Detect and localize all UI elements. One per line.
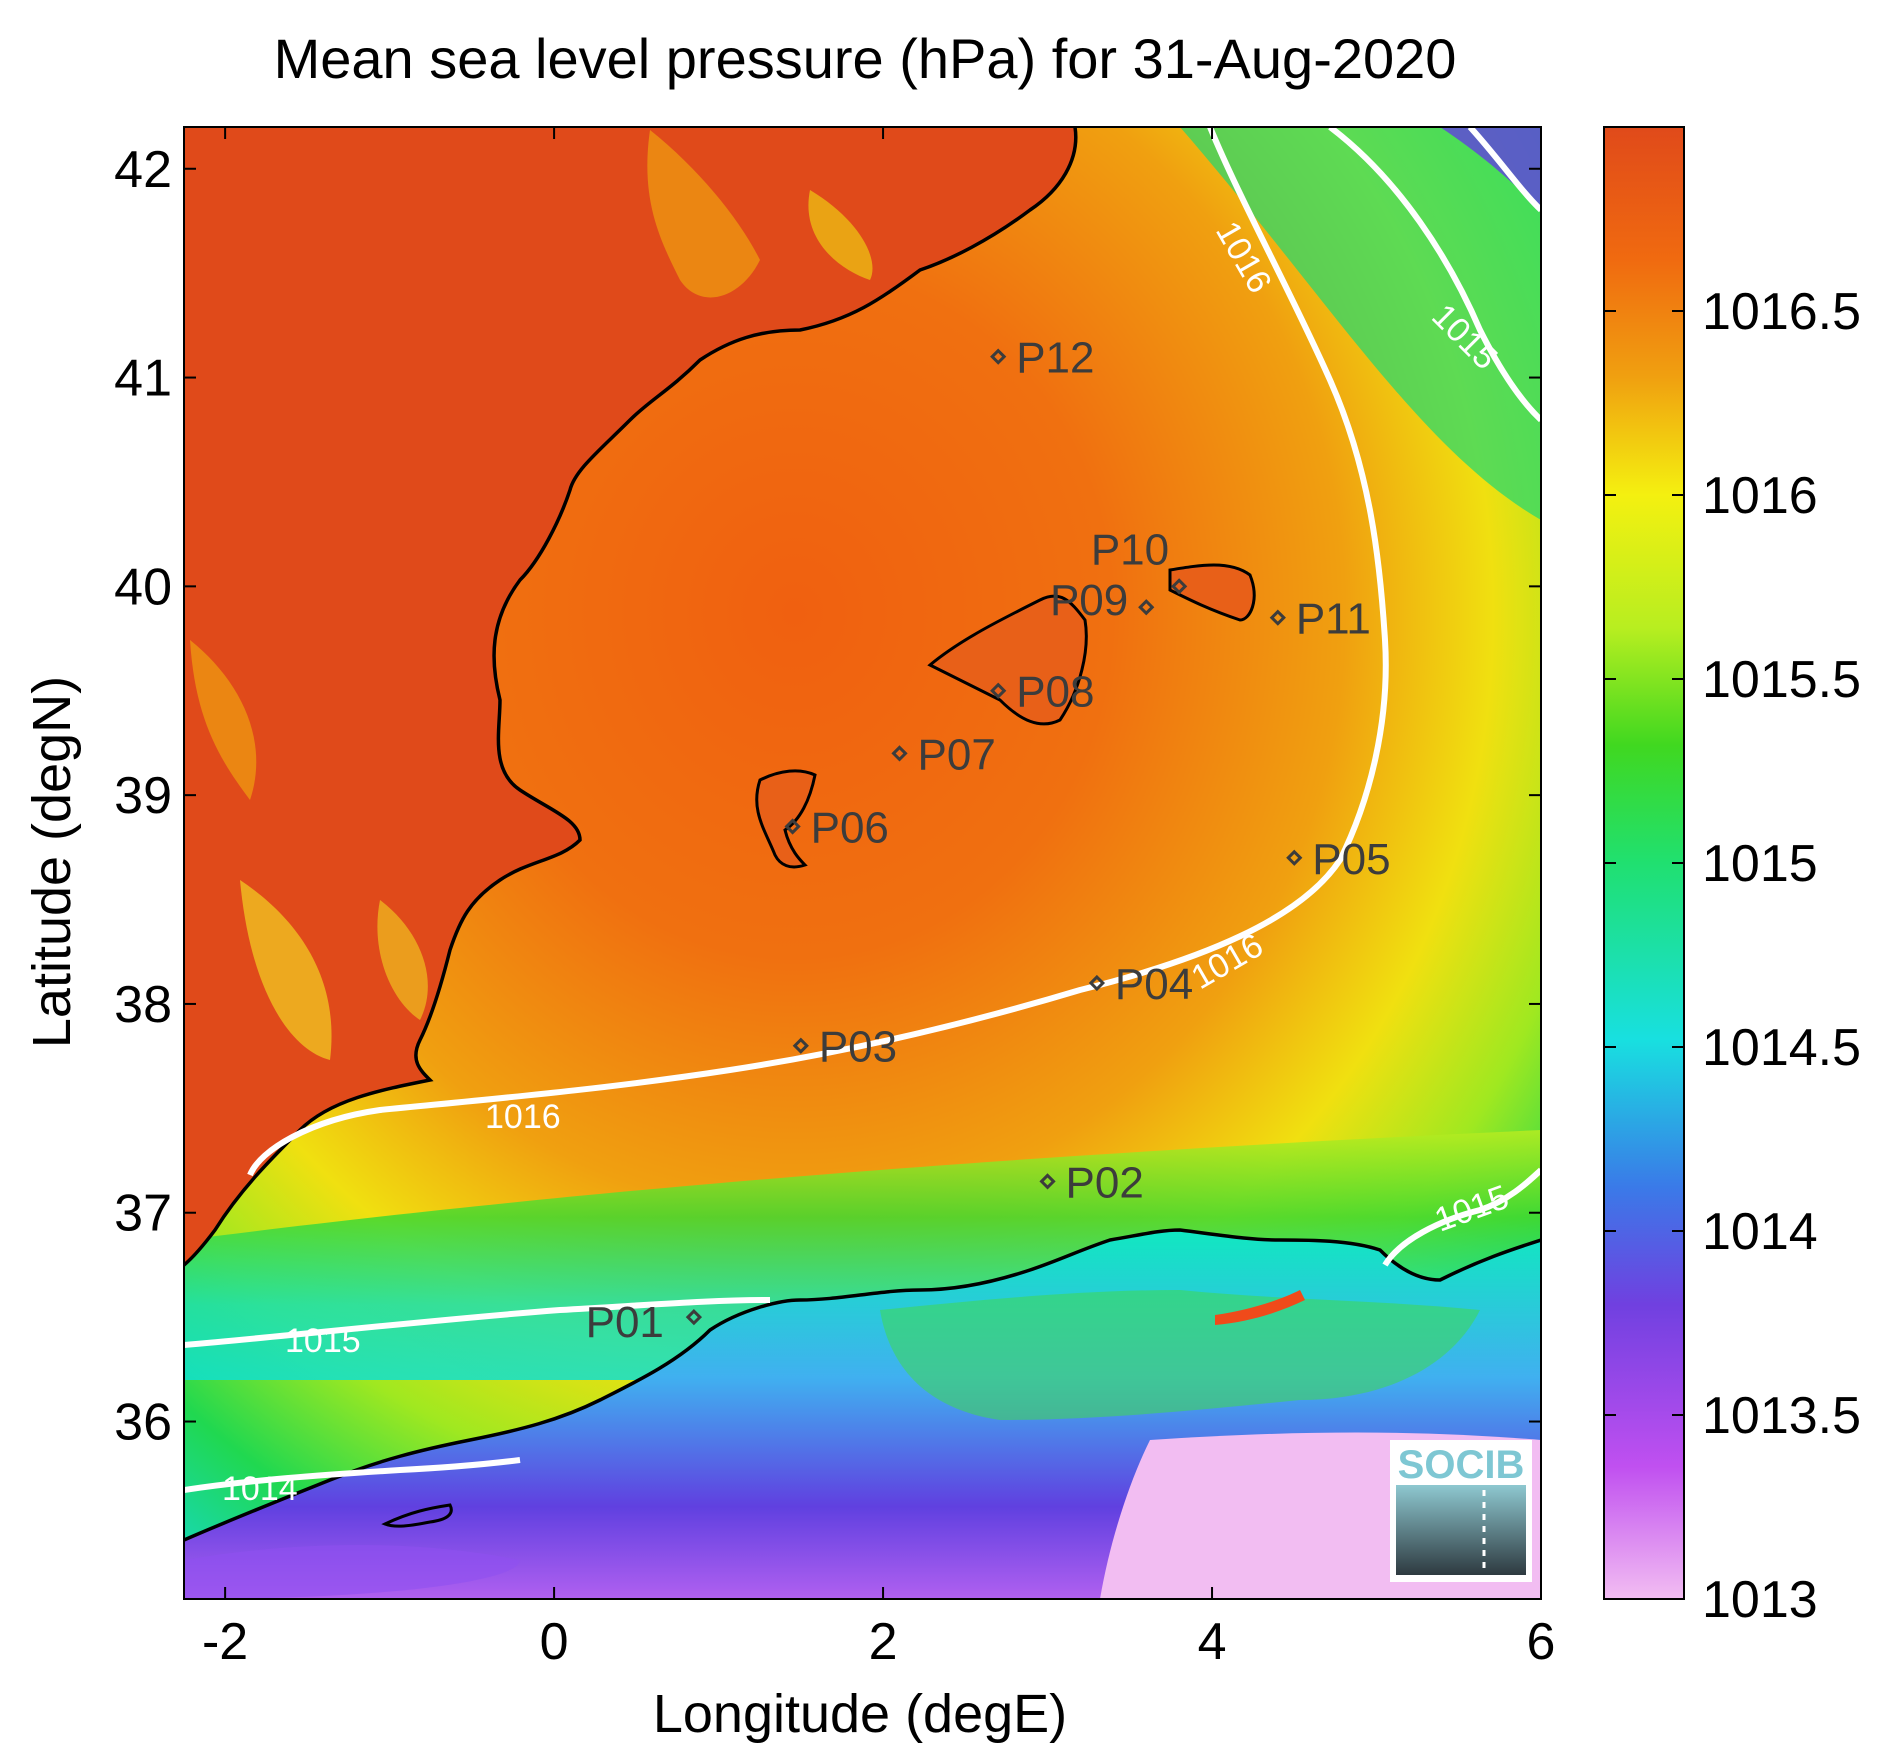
iberia-highlands-4	[240, 880, 332, 1060]
mallorca-island	[927, 594, 1088, 726]
station-marker	[1269, 609, 1286, 626]
y-tick-label: 37	[114, 1185, 172, 1243]
x-tick-label: -2	[202, 1613, 248, 1671]
alboran-islet	[381, 1503, 453, 1528]
station-marker	[792, 1037, 809, 1054]
colorbar-tick-label: 1015	[1702, 835, 1818, 893]
plot-frame	[183, 126, 1542, 1600]
y-tick-label: 42	[114, 141, 172, 199]
east-low-pressure-core	[1440, 127, 1541, 210]
station-marker	[1286, 849, 1303, 866]
station-marker	[1088, 974, 1106, 992]
iberia-highlands-1	[647, 130, 760, 298]
socib-logo-text: SOCIB	[1398, 1443, 1525, 1487]
colorbar-tick-label: 1016.5	[1702, 283, 1861, 341]
contour-1015-south	[184, 1297, 771, 1348]
contour-label: 1016	[485, 1098, 561, 1136]
x-tick-label: 6	[1527, 1613, 1556, 1671]
contour-1015-northeast	[1328, 127, 1541, 423]
ibiza-island	[755, 769, 817, 869]
station-label: P03	[819, 1023, 897, 1072]
iberia-highlands-3	[190, 640, 257, 800]
station-label: P11	[1296, 595, 1371, 644]
iberia-highlands-5	[377, 900, 428, 1020]
station-marker	[784, 818, 801, 835]
station-label: P12	[1016, 334, 1094, 383]
station-label: P06	[811, 803, 889, 852]
station-label: P07	[918, 730, 996, 779]
socib-logo: SOCIB	[1390, 1440, 1532, 1582]
africa-coastline	[184, 1228, 1541, 1542]
contour-1016	[247, 127, 1389, 1177]
station-label: P08	[1016, 668, 1094, 717]
station-marker	[891, 745, 908, 762]
station-label: P05	[1312, 835, 1390, 884]
africa-desert-west	[184, 1545, 520, 1599]
station-label: P10	[1091, 525, 1169, 574]
contour-label: 1015	[285, 1322, 361, 1360]
x-axis: -2 0 2 4 6	[202, 127, 1555, 1671]
africa-terrain-1	[880, 1290, 1480, 1420]
map-plot-area: 1016 1016 1016 1015 1015 1015 1014 P01P0…	[184, 127, 1541, 1599]
colorbar-tick-label: 1015.5	[1702, 651, 1861, 709]
x-tick-label: 0	[540, 1613, 569, 1671]
chart-title: Mean sea level pressure (hPa) for 31-Aug…	[274, 27, 1457, 90]
y-tick-label: 41	[114, 350, 172, 408]
menorca-island	[1168, 563, 1256, 622]
station-label: P09	[1050, 576, 1128, 625]
contour-1014	[184, 1457, 521, 1493]
colorbar-tick-label: 1016	[1702, 467, 1818, 525]
colorbar-tick-label: 1014	[1702, 1203, 1818, 1261]
station-marker	[1171, 578, 1188, 595]
station-marker	[1138, 599, 1155, 616]
colorbar-tick-label: 1014.5	[1702, 1019, 1861, 1077]
iberia-coastline	[184, 127, 1078, 1267]
station-marker	[990, 682, 1007, 699]
contour-1015-southeast	[1382, 1167, 1541, 1267]
x-axis-title: Longitude (degE)	[653, 1684, 1067, 1744]
east-low-pressure-band	[1180, 127, 1541, 520]
contour-1014-northeast	[1467, 127, 1541, 213]
y-tick-label: 36	[114, 1394, 172, 1452]
station-label: P04	[1115, 960, 1193, 1009]
station-marker	[1039, 1173, 1056, 1190]
colorbar-tick-label: 1013	[1702, 1571, 1818, 1629]
y-tick-label: 39	[114, 767, 172, 825]
iberia-highlands-2	[808, 190, 873, 280]
station-marker	[990, 348, 1007, 365]
contour-label: 1014	[222, 1470, 298, 1508]
station-label: P02	[1066, 1158, 1144, 1207]
colorbar-tick-label: 1013.5	[1702, 1387, 1861, 1445]
y-tick-label: 40	[114, 558, 172, 616]
x-tick-label: 4	[1198, 1613, 1227, 1671]
africa-ridge	[1215, 1290, 1305, 1325]
x-tick-label: 2	[869, 1613, 898, 1671]
station-label: P01	[586, 1298, 664, 1347]
colorbar-ticks: 1013 1013.5 1014 1014.5 1015 1015.5 1016 1016.5	[1604, 283, 1861, 1629]
station-marker	[685, 1309, 703, 1326]
y-tick-label: 38	[114, 976, 172, 1034]
y-axis-title: Latitude (degN)	[22, 676, 82, 1048]
y-axis: 36 37 38 39 40 41 42	[114, 141, 1541, 1452]
